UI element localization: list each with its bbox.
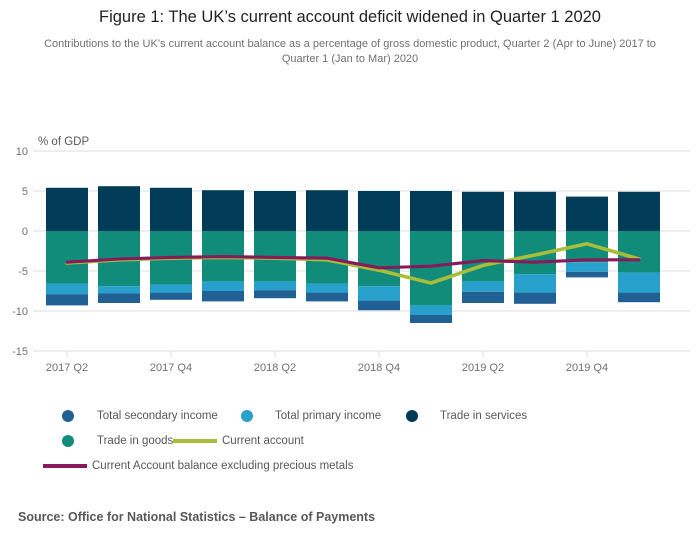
bar-segment [514,191,556,231]
bar-segment [98,293,140,303]
legend-label: Total secondary income [97,410,218,422]
ca-excl-precious-metals-line-swatch-icon [43,464,87,468]
bar-segment [618,191,660,231]
bar-segment [150,292,192,300]
secondary-income-swatch-icon [62,410,74,422]
bar-segment [566,196,608,231]
legend-label: Total primary income [275,410,382,422]
bar-segment [202,281,244,291]
bar-segment [462,231,504,282]
current-account-balance-excluding-precious-metals-line [65,255,641,270]
bar-segment [358,300,400,311]
trade-in-services-swatch-icon [406,410,418,422]
svg-text:2018 Q2: 2018 Q2 [254,362,296,374]
svg-text:2017 Q2: 2017 Q2 [46,362,88,374]
bar-segment [410,231,452,306]
current-account-line-swatch-icon [173,439,217,443]
bar-segment [462,281,504,292]
bar-segment [566,271,608,278]
svg-text:10: 10 [16,146,28,158]
bar-segment [150,187,192,231]
bar-segment [98,186,140,231]
bar-segment [306,283,348,293]
bar-segment [202,190,244,231]
legend-item-trade-in-services: Trade in services [406,409,527,423]
bar-segment [410,315,452,323]
bar-segment [254,281,296,291]
legend-item-trade-in-goods: Trade in goods [62,434,173,448]
bar-series-total-secondary-income [46,271,660,323]
bar-segment [254,290,296,299]
bar-segment [46,231,88,284]
bar-segment [514,274,556,293]
svg-text:2018 Q4: 2018 Q4 [358,362,400,374]
bar-series-trade-in-services [46,186,660,231]
primary-income-swatch-icon [241,410,253,422]
bar-segment [150,284,192,293]
bar-series-total-primary-income [46,262,660,315]
bar-segment [514,292,556,304]
figure-subtitle: Contributions to the UK’s current accoun… [44,38,656,65]
trade-in-goods-swatch-icon [62,435,74,447]
bar-segment [46,283,88,295]
bar-segment [358,191,400,231]
bar-segment [462,191,504,231]
svg-text:-5: -5 [18,266,28,278]
svg-text:2019 Q4: 2019 Q4 [566,362,608,374]
source-note: Source: Office for National Statistics –… [18,510,376,524]
bar-segment [46,294,88,306]
bar-segment [462,291,504,303]
bar-segment [46,187,88,231]
chart-plot-area: 10 5 0 -5 -10 -15 % of GDP 2017 Q2 2017 Q4 2018 Q… [12,136,690,374]
bar-segment [410,305,452,315]
legend-label: Current Account balance excluding precio… [92,460,354,472]
svg-text:-15: -15 [12,346,28,358]
bar-segment [618,272,660,293]
y-axis-labels: 10 5 0 -5 -10 -15 [12,146,28,358]
bar-segment [306,190,348,231]
bar-segment [566,262,608,272]
bar-segment [202,291,244,302]
legend-item-total-primary-income: Total primary income [241,409,381,423]
legend-item-current-account: Current account [173,434,304,448]
legend-label: Trade in goods [97,435,174,447]
bar-segment [618,292,660,303]
bar-segment [358,231,400,287]
svg-text:2017 Q4: 2017 Q4 [150,362,192,374]
x-axis-ticks [66,351,588,357]
legend-label: Trade in services [440,410,528,422]
y-axis-unit-label: % of GDP [38,136,89,148]
bar-segment [618,231,660,273]
svg-text:2019 Q2: 2019 Q2 [462,362,504,374]
bar-segment [254,191,296,231]
figure-title: Figure 1: The UK’s current account defic… [98,8,601,26]
svg-text:0: 0 [22,226,28,238]
x-axis-labels: 2017 Q2 2017 Q4 2018 Q2 2018 Q4 2019 Q2 2019 … [46,362,608,374]
legend-label: Current account [222,435,304,447]
legend-item-ca-excluding-precious-metals: Current Account balance excluding precio… [43,459,353,473]
legend-item-total-secondary-income: Total secondary income [62,409,218,423]
bar-segment [358,286,400,301]
bar-segment [306,292,348,302]
bar-segment [98,286,140,294]
svg-text:-10: -10 [12,306,28,318]
svg-text:5: 5 [22,186,28,198]
bar-segment [410,191,452,231]
